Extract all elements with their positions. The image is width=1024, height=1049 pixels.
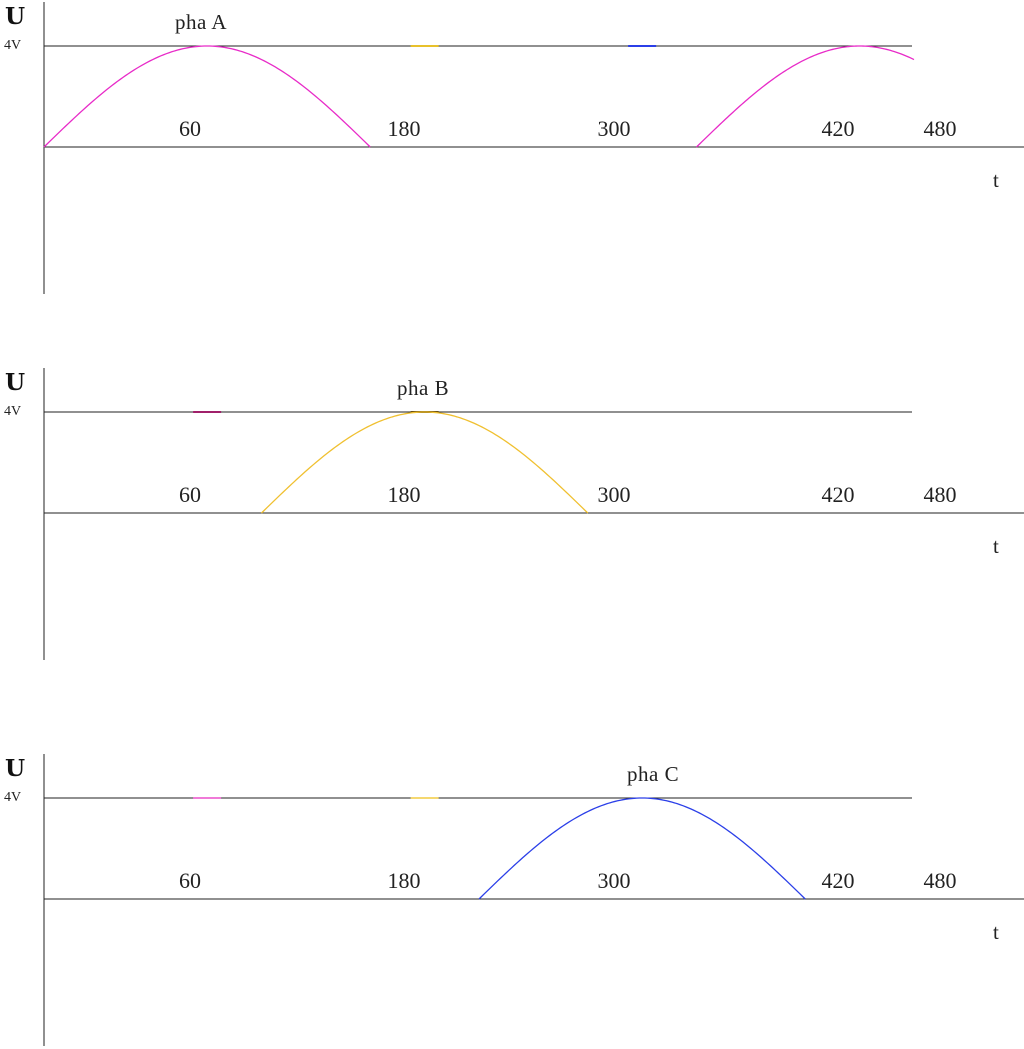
x-tick-label: 180 [388,116,421,141]
series-curve-0-0 [478,797,806,900]
x-tick-label: 420 [822,482,855,507]
x-tick-label: 480 [924,116,957,141]
x-tick-label: 300 [598,116,631,141]
x-axis-label: t [993,168,999,192]
chart-title: pha A [175,10,227,34]
x-tick-label: 420 [822,116,855,141]
y-axis-label: U [5,755,25,782]
chart-title: pha C [627,762,679,786]
series-curve-0-0 [261,411,589,514]
x-axis-label: t [993,920,999,944]
y-tick-label: 4V [4,38,21,53]
x-tick-label: 480 [924,868,957,893]
x-tick-label: 60 [179,868,201,893]
y-axis-label: U [5,3,25,30]
series-curve-0-0 [43,45,371,148]
y-tick-label: 4V [4,404,21,419]
x-tick-label: 300 [598,868,631,893]
x-tick-label: 480 [924,482,957,507]
x-tick-label: 180 [388,868,421,893]
x-tick-label: 180 [388,482,421,507]
x-tick-label: 60 [179,482,201,507]
y-axis-label: U [5,369,25,396]
x-tick-label: 300 [598,482,631,507]
x-tick-label: 420 [822,868,855,893]
y-tick-label: 4V [4,790,21,805]
chart-title: pha B [397,376,449,400]
x-tick-label: 60 [179,116,201,141]
series-curve-0-1 [696,45,915,148]
x-axis-label: t [993,534,999,558]
